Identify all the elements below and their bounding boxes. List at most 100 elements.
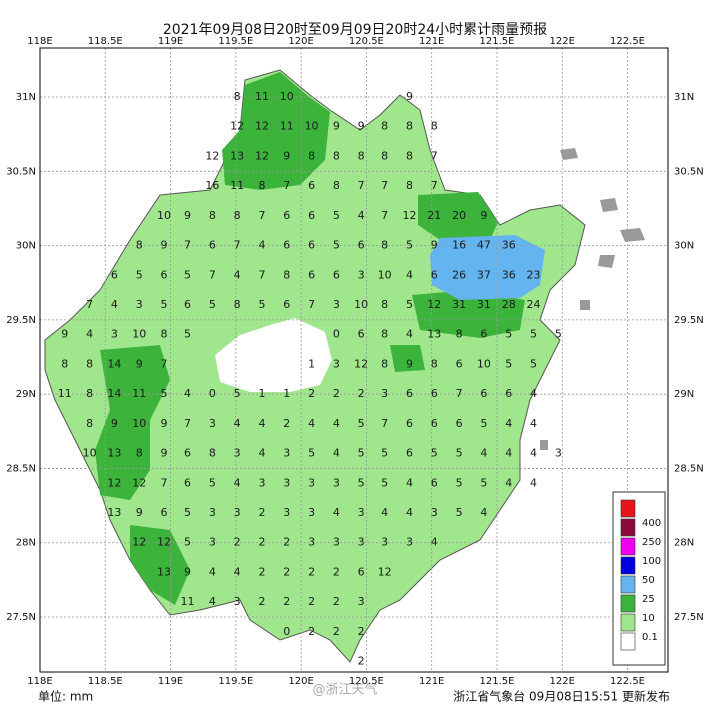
rain-value: 4 (209, 595, 216, 608)
rain-value: 4 (530, 387, 537, 400)
rain-value: 4 (406, 328, 413, 341)
rain-value: 4 (381, 506, 388, 519)
lon-tick-label: 119.5E (218, 676, 253, 687)
lat-tick-label: 30N (16, 241, 36, 252)
rain-value: 5 (480, 476, 487, 489)
rain-value: 12 (157, 536, 171, 549)
rain-value: 3 (358, 506, 365, 519)
rain-value: 37 (477, 268, 491, 281)
rain-value: 3 (283, 476, 290, 489)
rain-value: 8 (333, 179, 340, 192)
rain-value: 6 (456, 417, 463, 430)
rain-value: 6 (406, 447, 413, 460)
lon-tick-label: 118E (27, 676, 52, 687)
rain-value: 5 (234, 387, 241, 400)
rain-value: 11 (255, 90, 269, 103)
rain-value: 7 (86, 298, 93, 311)
legend-label: 250 (642, 537, 661, 548)
watermark: @浙江天气 (312, 682, 377, 698)
rain-value: 5 (530, 357, 537, 370)
rain-value: 12 (378, 565, 392, 578)
legend-swatch (620, 613, 636, 632)
rain-value: 16 (205, 179, 219, 192)
rain-value: 12 (255, 149, 269, 162)
rain-value: 9 (161, 447, 168, 460)
rain-value: 9 (161, 417, 168, 430)
legend-swatch (620, 594, 636, 613)
rain-value: 21 (427, 209, 441, 222)
lat-tick-label: 27.5N (6, 612, 36, 623)
rain-value: 11 (132, 387, 146, 400)
rain-value: 5 (258, 298, 265, 311)
rain-value: 9 (480, 209, 487, 222)
rain-value: 4 (505, 447, 512, 460)
rain-value: 5 (381, 476, 388, 489)
lat-tick-label: 28.5N (6, 463, 36, 474)
rain-value: 8 (283, 268, 290, 281)
rain-value: 36 (502, 268, 516, 281)
rain-value: 13 (107, 447, 121, 460)
rain-value: 8 (406, 120, 413, 133)
rain-value: 3 (406, 536, 413, 549)
lon-tick-label: 119E (158, 676, 183, 687)
rain-value: 4 (234, 565, 241, 578)
rain-value: 3 (308, 536, 315, 549)
rain-value: 2 (258, 595, 265, 608)
land (44, 69, 645, 663)
rain-value: 8 (406, 179, 413, 192)
rain-zone (418, 192, 498, 240)
rain-value: 8 (61, 357, 68, 370)
rain-value: 9 (61, 328, 68, 341)
rain-value: 10 (157, 209, 171, 222)
rain-value: 7 (258, 268, 265, 281)
rain-value: 16 (452, 239, 466, 252)
rain-value: 5 (161, 387, 168, 400)
rain-value: 6 (308, 209, 315, 222)
rain-value: 9 (111, 417, 118, 430)
rain-value: 10 (378, 268, 392, 281)
rain-value: 7 (381, 417, 388, 430)
rain-value: 3 (333, 476, 340, 489)
legend-label: 25 (642, 594, 655, 605)
lon-tick-label: 122E (550, 36, 575, 47)
rain-value: 4 (431, 536, 438, 549)
rain-value: 12 (132, 476, 146, 489)
rain-value: 23 (527, 268, 541, 281)
rain-value: 5 (406, 239, 413, 252)
legend-swatch (620, 499, 636, 518)
rain-value: 12 (230, 120, 244, 133)
rain-value: 4 (480, 447, 487, 460)
rain-value: 3 (283, 506, 290, 519)
rain-value: 11 (181, 595, 195, 608)
rain-value: 4 (111, 298, 118, 311)
rain-value: 9 (136, 506, 143, 519)
rain-value: 3 (333, 357, 340, 370)
rain-value: 5 (358, 417, 365, 430)
rain-value: 9 (161, 239, 168, 252)
rain-value: 3 (209, 417, 216, 430)
lon-tick-label: 120E (288, 36, 313, 47)
rain-value: 1 (283, 387, 290, 400)
rain-value: 4 (184, 387, 191, 400)
lon-tick-label: 121E (419, 36, 444, 47)
rain-value: 7 (161, 476, 168, 489)
rain-value: 5 (209, 298, 216, 311)
rain-value: 6 (358, 328, 365, 341)
rain-value: 6 (406, 417, 413, 430)
rain-value: 8 (381, 239, 388, 252)
rain-value: 4 (258, 239, 265, 252)
rain-value: 5 (406, 298, 413, 311)
rain-value: 3 (431, 506, 438, 519)
rain-value: 6 (431, 417, 438, 430)
rain-value: 5 (456, 506, 463, 519)
rain-values: 8 11 10 912 12 11 10 9 9 8 8 812 13 12 9 8 8 8 8 8 716 11 8 7 6 8… (58, 90, 562, 668)
lat-tick-label: 28N (674, 538, 694, 549)
rain-value: 24 (527, 298, 541, 311)
unit-label: 单位: mm (38, 689, 93, 704)
footer-label: 浙江省气象台 09月08日15:51 更新发布 (453, 689, 670, 704)
lat-tick-label: 28N (16, 538, 36, 549)
legend: 400 250 100 50 25 10 0.1 (612, 491, 666, 666)
rain-value: 6 (111, 268, 118, 281)
rain-value: 4 (530, 417, 537, 430)
